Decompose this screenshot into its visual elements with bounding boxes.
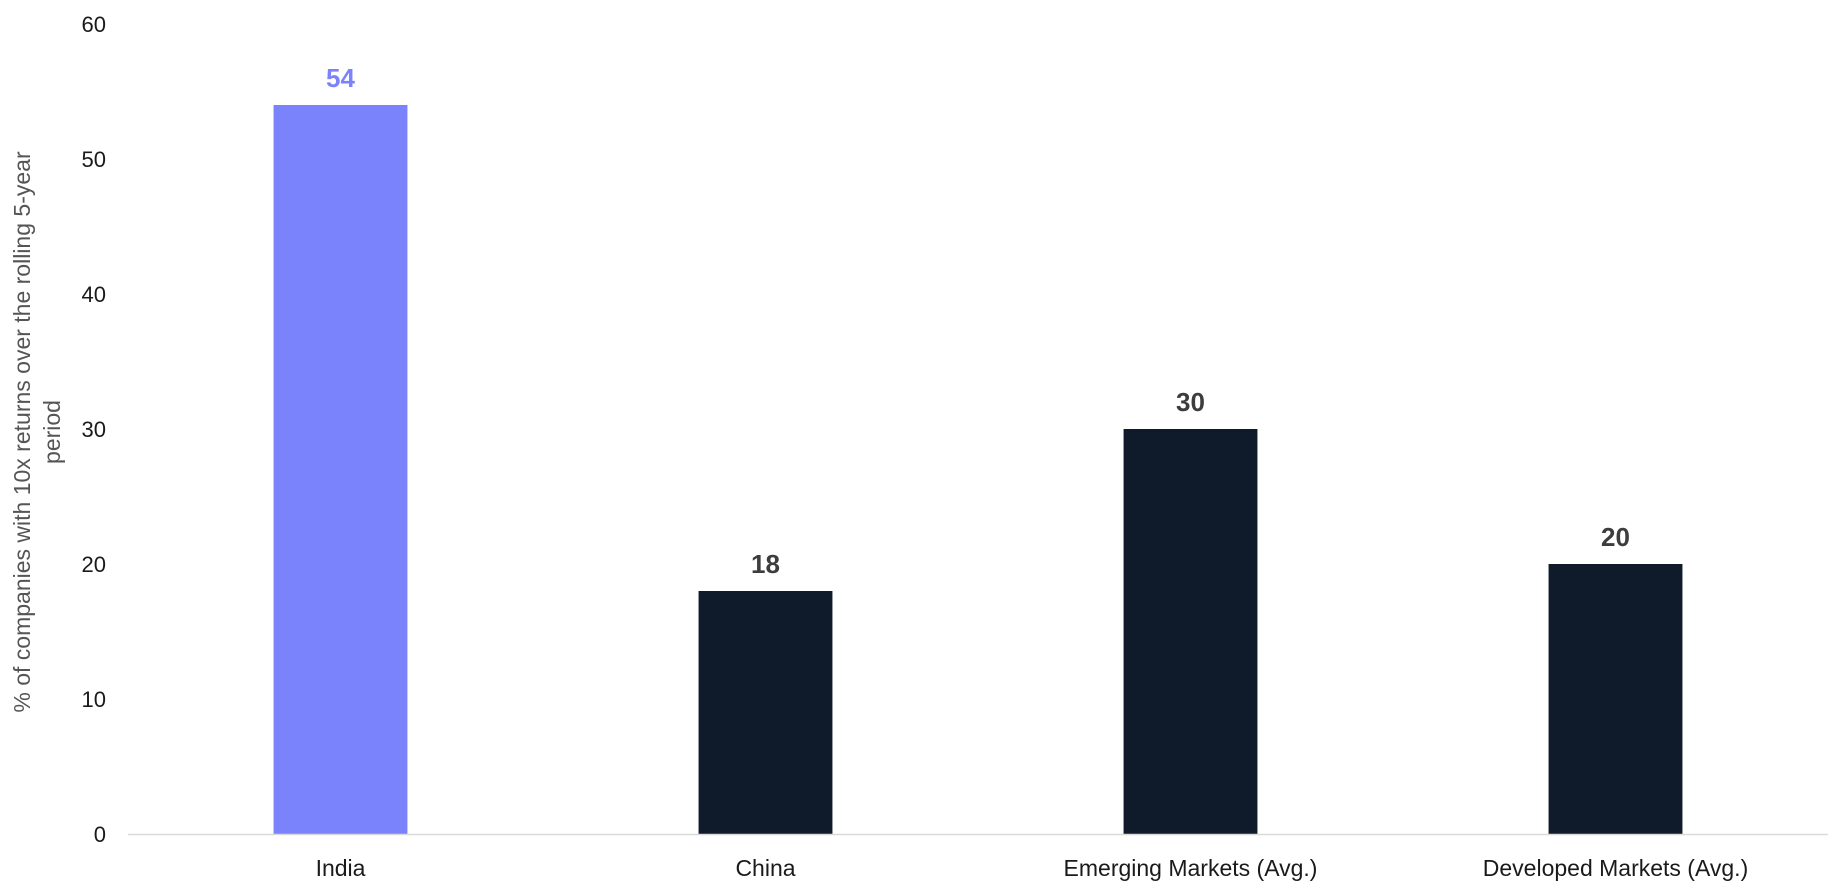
data-labels-group: 54 18 30 20 — [326, 63, 1630, 579]
y-axis-title-line-2: period — [39, 400, 65, 464]
y-tick-label-20: 20 — [82, 552, 106, 577]
data-label-0: 54 — [326, 63, 355, 93]
y-tick-label-0: 0 — [94, 822, 106, 847]
y-axis-title: % of companies with 10x returns over the… — [9, 151, 65, 713]
y-tick-label-40: 40 — [82, 282, 106, 307]
y-tick-label-10: 10 — [82, 687, 106, 712]
bar-china — [698, 591, 833, 834]
x-axis-labels: India China Emerging Markets (Avg.) Develop… — [316, 855, 1749, 881]
x-tick-label-1: China — [735, 855, 795, 881]
x-tick-label-0: India — [316, 855, 366, 881]
bar-developed-markets-avg — [1548, 564, 1683, 834]
bar-india — [273, 105, 408, 834]
bars-group — [273, 105, 1683, 834]
y-tick-label-30: 30 — [82, 417, 106, 442]
bar-emerging-markets-avg — [1123, 429, 1258, 834]
y-tick-label-60: 60 — [82, 12, 106, 37]
data-label-2: 30 — [1176, 387, 1205, 417]
y-tick-label-50: 50 — [82, 147, 106, 172]
y-axis-title-line-1: % of companies with 10x returns over the… — [9, 151, 35, 713]
data-label-3: 20 — [1601, 522, 1630, 552]
y-axis-ticks: 0 10 20 30 40 50 60 — [82, 12, 106, 847]
data-label-1: 18 — [751, 549, 780, 579]
x-tick-label-2: Emerging Markets (Avg.) — [1064, 855, 1318, 881]
x-tick-label-3: Developed Markets (Avg.) — [1483, 855, 1748, 881]
